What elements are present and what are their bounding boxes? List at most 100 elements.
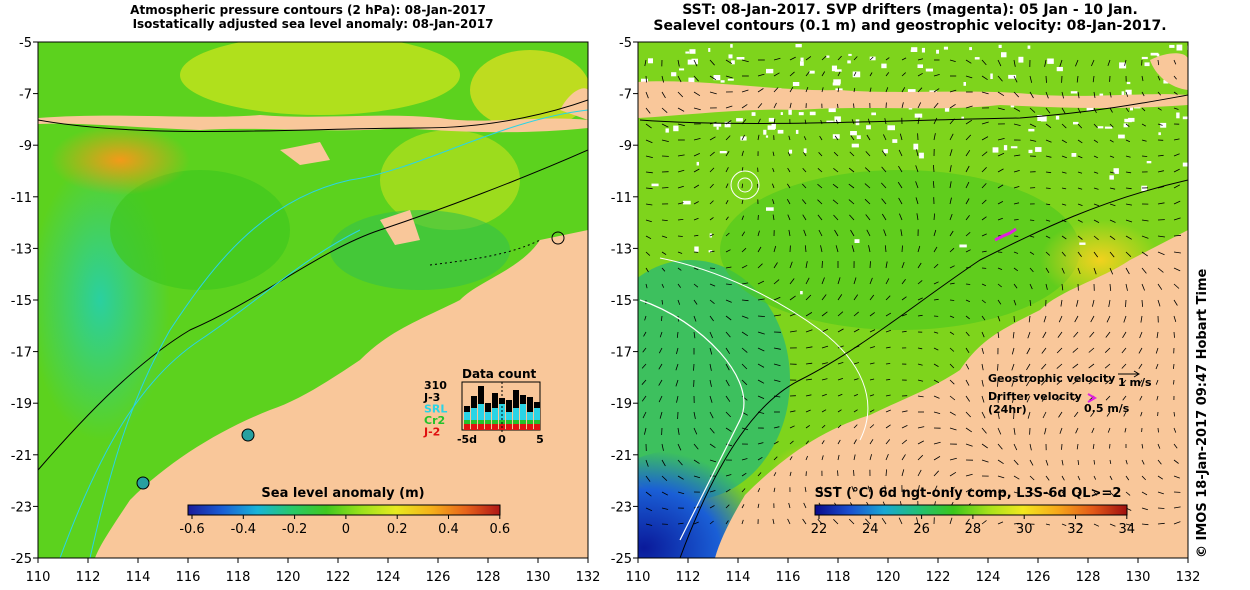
velocity-vector bbox=[1029, 139, 1037, 142]
velocity-vector bbox=[817, 183, 823, 189]
velocity-vector bbox=[757, 134, 760, 141]
imos-credit: © IMOS 18-Jan-2017 09:47 Hobart Time bbox=[1195, 268, 1210, 558]
velocity-vector bbox=[933, 164, 935, 173]
velocity-vector bbox=[1141, 507, 1149, 511]
velocity-vector bbox=[965, 488, 972, 493]
velocity-vector bbox=[1109, 459, 1112, 464]
velocity-vector bbox=[965, 379, 970, 386]
velocity-vector bbox=[725, 75, 733, 79]
cloud-pixel bbox=[800, 57, 804, 62]
velocity-vector bbox=[803, 136, 807, 141]
velocity-vector bbox=[885, 394, 891, 397]
x-tick-label: 132 bbox=[1176, 570, 1201, 585]
velocity-vector bbox=[1157, 235, 1165, 238]
land-australia bbox=[715, 230, 1188, 558]
velocity-vector bbox=[821, 260, 823, 269]
velocity-vector bbox=[981, 299, 986, 304]
colorbar-tick-label: 34 bbox=[1119, 522, 1136, 537]
cloud-pixel bbox=[959, 244, 967, 248]
velocity-vector bbox=[1173, 91, 1178, 95]
velocity-vector bbox=[933, 363, 939, 367]
velocity-vector bbox=[865, 151, 871, 157]
velocity-vector bbox=[981, 331, 985, 338]
cloud-pixel bbox=[835, 88, 843, 92]
velocity-vector bbox=[1076, 299, 1079, 307]
velocity-vector bbox=[1173, 299, 1178, 306]
y-tick-label: -23 bbox=[11, 500, 32, 515]
velocity-vector bbox=[868, 245, 871, 253]
sla-high-anomaly bbox=[50, 125, 190, 195]
velocity-vector bbox=[1013, 299, 1017, 306]
velocity-vector bbox=[997, 411, 1000, 419]
velocity-vector bbox=[1077, 187, 1083, 190]
velocity-vector bbox=[1173, 283, 1180, 289]
velocity-vector bbox=[837, 87, 840, 93]
data-count-bar-segment bbox=[499, 398, 505, 404]
velocity-vector bbox=[693, 168, 700, 173]
velocity-vector bbox=[949, 331, 955, 335]
velocity-vector bbox=[1013, 170, 1020, 173]
velocity-vector bbox=[915, 181, 919, 189]
velocity-vector bbox=[645, 155, 653, 158]
cloud-pixel bbox=[736, 57, 745, 60]
velocity-vector bbox=[869, 454, 872, 461]
velocity-vector bbox=[1077, 171, 1083, 174]
velocity-vector bbox=[805, 312, 813, 317]
velocity-vector bbox=[917, 314, 923, 317]
velocity-vector bbox=[1013, 475, 1020, 480]
velocity-vector bbox=[834, 229, 839, 237]
cloud-pixel bbox=[780, 112, 783, 115]
cloud-pixel bbox=[826, 120, 834, 123]
velocity-vector bbox=[1093, 267, 1097, 275]
velocity-vector bbox=[741, 231, 746, 237]
velocity-vector bbox=[677, 475, 684, 480]
velocity-vector bbox=[805, 56, 812, 61]
cloud-pixel bbox=[673, 125, 679, 132]
velocity-vector bbox=[1045, 523, 1050, 526]
velocity-vector bbox=[658, 363, 663, 370]
velocity-vector bbox=[981, 75, 988, 81]
velocity-vector bbox=[917, 395, 924, 398]
x-tick-label: 130 bbox=[1126, 570, 1151, 585]
velocity-vector bbox=[709, 75, 717, 81]
velocity-vector bbox=[837, 424, 842, 429]
data-count-legend-label: SRL bbox=[424, 403, 447, 416]
velocity-vector bbox=[853, 394, 859, 397]
velocity-vector bbox=[837, 71, 841, 77]
velocity-vector bbox=[885, 469, 887, 477]
velocity-vector bbox=[773, 279, 780, 285]
velocity-vector bbox=[693, 331, 696, 339]
velocity-vector bbox=[1125, 523, 1133, 526]
velocity-vector bbox=[741, 89, 749, 93]
data-count-bar-segment bbox=[506, 400, 512, 412]
eddy-contour bbox=[737, 177, 753, 193]
velocity-vector bbox=[1061, 91, 1064, 99]
land-australia bbox=[95, 230, 588, 558]
colorbar-tick-label: 26 bbox=[913, 522, 930, 537]
velocity-vector bbox=[677, 169, 685, 173]
velocity-vector bbox=[757, 103, 763, 109]
velocity-vector bbox=[1141, 299, 1143, 307]
data-count-legend-label: Cr2 bbox=[424, 414, 445, 427]
x-tick-label: 120 bbox=[876, 570, 901, 585]
cloud-pixel bbox=[795, 44, 802, 48]
data-count-bar-segment bbox=[478, 424, 484, 430]
velocity-vector bbox=[773, 57, 781, 61]
velocity-vector bbox=[789, 56, 796, 61]
velocity-vector bbox=[1029, 283, 1033, 290]
velocity-vector bbox=[1061, 155, 1067, 159]
velocity-vector bbox=[661, 283, 665, 288]
velocity-vector bbox=[641, 363, 647, 369]
velocity-vector bbox=[1125, 91, 1129, 97]
velocity-vector bbox=[917, 440, 924, 445]
velocity-vector bbox=[1076, 443, 1079, 450]
velocity-vector bbox=[1173, 75, 1177, 80]
cloud-pixel bbox=[665, 128, 669, 133]
x-tick-label: 112 bbox=[676, 570, 701, 585]
velocity-vector bbox=[849, 214, 855, 221]
velocity-vector bbox=[933, 213, 935, 221]
velocity-vector bbox=[917, 347, 923, 350]
sst-colorbar-title: SST (°C) 6d ngt-only comp, L3S-6d QL>=2 bbox=[815, 486, 1122, 501]
velocity-vector bbox=[1045, 75, 1047, 83]
